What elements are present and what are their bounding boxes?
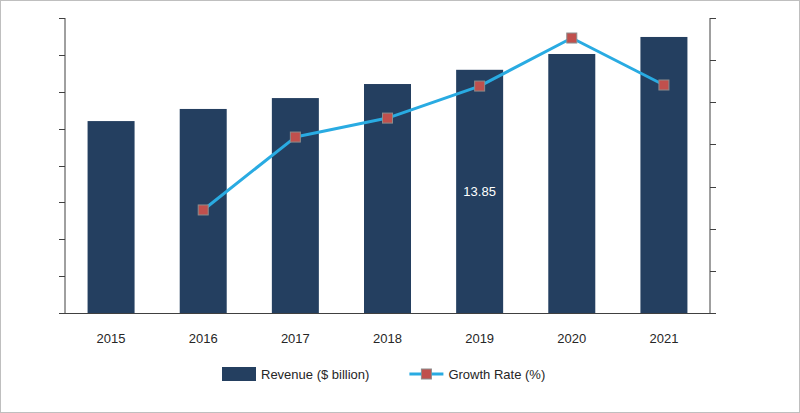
legend-label: Revenue ($ billion) — [261, 367, 369, 382]
x-tick-label: 2020 — [557, 331, 586, 346]
x-tick-label: 2016 — [189, 331, 218, 346]
chart-border — [1, 1, 800, 413]
bar — [364, 84, 411, 313]
y-tick — [59, 18, 65, 19]
x-tick-label: 2017 — [281, 331, 310, 346]
y-tick — [59, 313, 65, 314]
bar — [548, 54, 595, 313]
bar — [88, 121, 135, 313]
legend: Revenue ($ billion) Growth Rate (%) — [222, 367, 545, 382]
line — [203, 38, 664, 210]
x-axis — [65, 313, 710, 314]
legend-label: Growth Rate (%) — [448, 367, 545, 382]
marks — [88, 33, 688, 313]
y-tick — [59, 166, 65, 167]
marker — [567, 33, 577, 43]
legend-swatch — [222, 367, 256, 381]
y2-tick — [710, 102, 716, 103]
marker — [383, 113, 393, 123]
marker — [198, 205, 208, 215]
legend-marker — [421, 369, 431, 379]
bar — [272, 98, 319, 313]
y2-tick — [710, 18, 716, 19]
x-tick-label: 2021 — [649, 331, 678, 346]
x-tick-label: 2018 — [373, 331, 402, 346]
y2-tick — [710, 60, 716, 61]
y2-axis — [710, 18, 711, 313]
y2-tick — [710, 271, 716, 272]
texts: 13.85 2015 2016 2017 2018 2019 2020 2021 — [97, 184, 679, 346]
bar — [640, 37, 687, 313]
bar — [456, 70, 503, 313]
x-tick-label: 2019 — [465, 331, 494, 346]
y2-tick — [710, 229, 716, 230]
chart: 13.85 2015 2016 2017 2018 2019 2020 2021 Revenue… — [0, 0, 800, 413]
bar — [180, 109, 227, 313]
y-tick — [59, 55, 65, 56]
y2-tick — [710, 313, 716, 314]
y-axis — [65, 18, 66, 313]
y-tick — [59, 202, 65, 203]
marker — [290, 132, 300, 142]
y2-tick — [710, 144, 716, 145]
x-tick-label: 2015 — [97, 331, 126, 346]
y2-tick — [710, 187, 716, 188]
y-tick — [59, 129, 65, 130]
marker — [659, 80, 669, 90]
y-tick — [59, 276, 65, 277]
y-tick — [59, 239, 65, 240]
marker — [475, 81, 485, 91]
y-tick — [59, 92, 65, 93]
data-label: 13.85 — [463, 184, 496, 199]
